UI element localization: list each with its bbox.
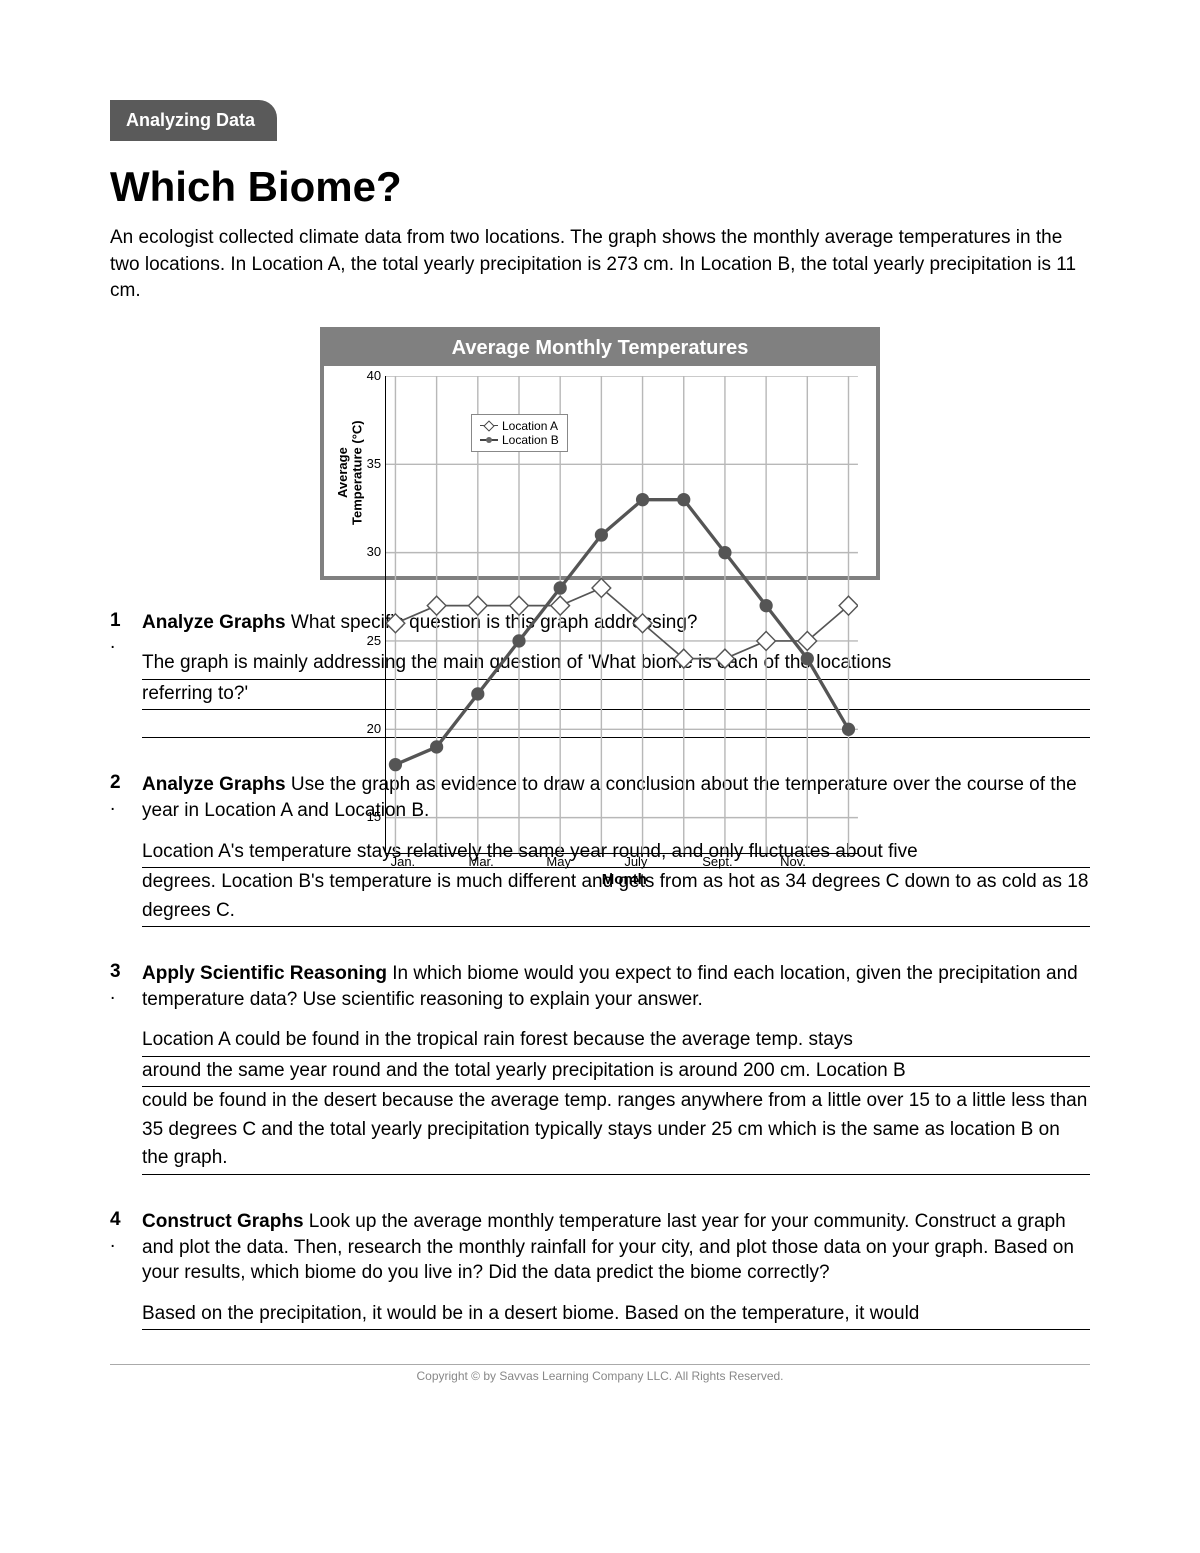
page-title: Which Biome? bbox=[110, 163, 1090, 211]
question-number: 1. bbox=[110, 610, 142, 739]
xtick-label: July bbox=[624, 854, 702, 869]
question-number: 2. bbox=[110, 772, 142, 927]
question-item: 3.Apply Scientific Reasoning In which bi… bbox=[110, 961, 1090, 1175]
xtick-label: Nov. bbox=[780, 854, 858, 869]
chart-box: Average Monthly Temperatures AverageTemp… bbox=[320, 327, 880, 580]
intro-paragraph: An ecologist collected climate data from… bbox=[110, 225, 1090, 305]
chart-xticks: Jan.Mar.MayJulySept.Nov. bbox=[391, 854, 858, 869]
chart-xlabel: Month bbox=[391, 871, 858, 888]
question-prompt: Apply Scientific Reasoning In which biom… bbox=[142, 961, 1090, 1012]
xtick-label: Mar. bbox=[469, 854, 547, 869]
xtick-label: Sept. bbox=[702, 854, 780, 869]
xtick-label: Jan. bbox=[391, 854, 469, 869]
answer-line: could be found in the desert because the… bbox=[142, 1087, 1090, 1175]
legend-label-a: Location A bbox=[502, 419, 558, 433]
chart-svg bbox=[386, 376, 858, 853]
legend-marker-location-a bbox=[480, 425, 498, 426]
chart-legend: Location A Location B bbox=[471, 414, 568, 452]
chart-title: Average Monthly Temperatures bbox=[324, 331, 876, 366]
chart-container: Average Monthly Temperatures AverageTemp… bbox=[110, 327, 1090, 580]
answer-line: around the same year round and the total… bbox=[142, 1057, 1090, 1088]
question-item: 4.Construct Graphs Look up the average m… bbox=[110, 1209, 1090, 1330]
chart-plot-area: Location A Location B bbox=[385, 376, 858, 854]
copyright-footer: Copyright © by Savvas Learning Company L… bbox=[110, 1364, 1090, 1383]
chart-yticks: 403530252015 bbox=[367, 376, 385, 854]
legend-marker-location-b bbox=[480, 439, 498, 441]
answer-line: Based on the precipitation, it would be … bbox=[142, 1300, 1090, 1331]
question-body: Apply Scientific Reasoning In which biom… bbox=[142, 961, 1090, 1175]
question-number: 4. bbox=[110, 1209, 142, 1330]
legend-label-b: Location B bbox=[502, 433, 559, 447]
question-body: Construct Graphs Look up the average mon… bbox=[142, 1209, 1090, 1330]
answer-line: Location A could be found in the tropica… bbox=[142, 1026, 1090, 1057]
question-prompt: Construct Graphs Look up the average mon… bbox=[142, 1209, 1090, 1286]
chart-ylabel: AverageTemperature (°C) bbox=[334, 376, 367, 570]
xtick-label: May bbox=[546, 854, 624, 869]
question-number: 3. bbox=[110, 961, 142, 1175]
section-tab: Analyzing Data bbox=[110, 100, 277, 141]
